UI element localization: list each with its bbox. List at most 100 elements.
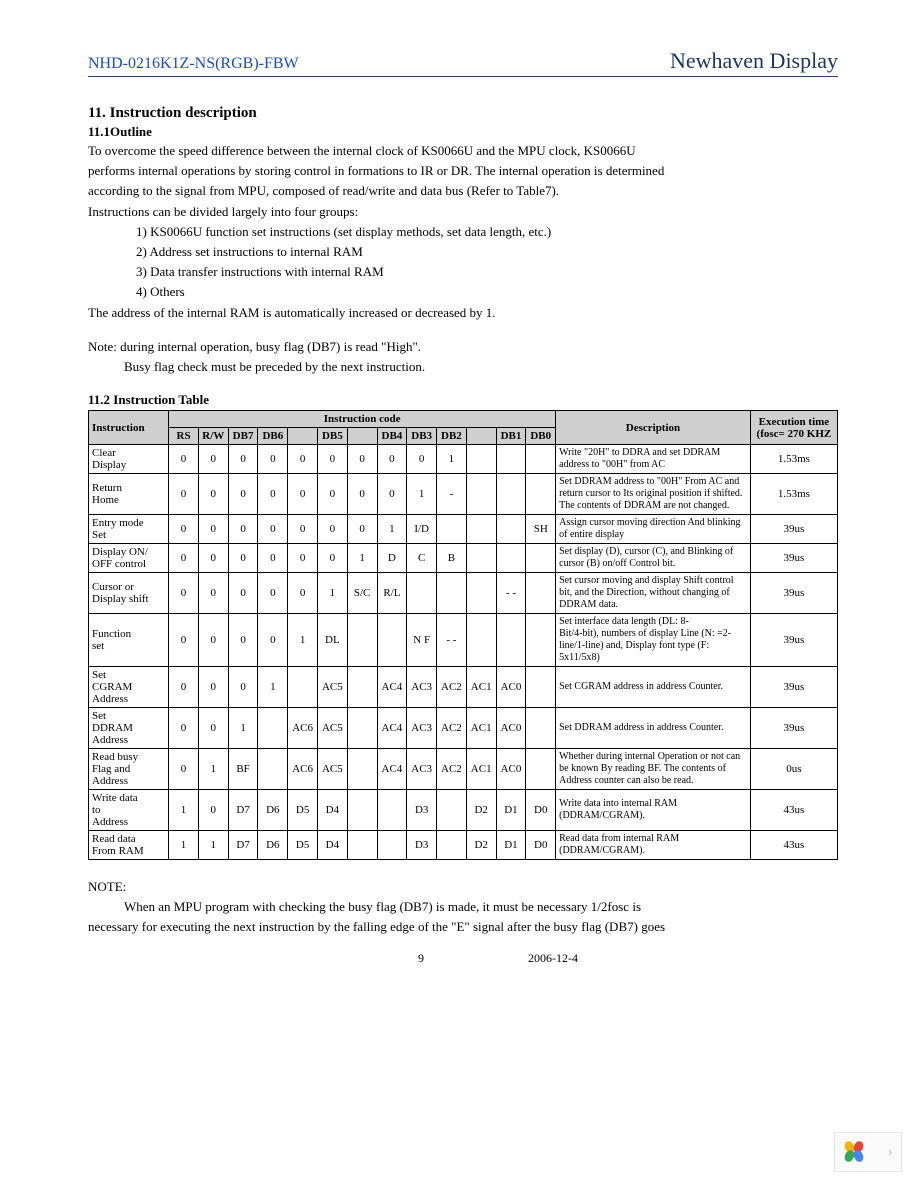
- outline-para-3: Instructions can be divided largely into…: [88, 203, 838, 221]
- cell-code: D3: [407, 831, 437, 860]
- th-gap2: [347, 428, 377, 445]
- table-row: Functionset00001DLN F- -Set interface da…: [89, 614, 838, 667]
- cell-code: D7: [228, 831, 258, 860]
- cell-exec-time: 39us: [750, 614, 837, 667]
- cell-code: 0: [169, 749, 199, 790]
- instruction-table-wrap: Instruction Instruction code Description…: [88, 410, 838, 860]
- cell-code: 1: [169, 831, 199, 860]
- cell-code: B: [437, 544, 467, 573]
- cell-code: 1: [198, 749, 228, 790]
- cell-exec-time: 39us: [750, 544, 837, 573]
- table-row: Write datatoAddress10D7D6D5D4D3D2D1D0Wri…: [89, 790, 838, 831]
- instruction-table: Instruction Instruction code Description…: [88, 410, 838, 860]
- cell-code: [526, 749, 556, 790]
- cell-code: D2: [466, 831, 496, 860]
- cell-code: AC2: [437, 749, 467, 790]
- cell-code: 1: [198, 831, 228, 860]
- cell-code: [347, 749, 377, 790]
- table-row: SetDDRAMAddress001AC6AC5AC4AC3AC2AC1AC0S…: [89, 708, 838, 749]
- cell-code: I/D: [407, 515, 437, 544]
- cell-code: 1: [288, 614, 318, 667]
- cell-description: Set DDRAM address to "00H" From AC and r…: [556, 474, 751, 515]
- cell-code: 0: [198, 544, 228, 573]
- cell-code: AC4: [377, 708, 407, 749]
- page: NHD-0216K1Z-NS(RGB)-FBW Newhaven Display…: [0, 0, 918, 996]
- cell-code: [377, 790, 407, 831]
- cell-code: 0: [347, 515, 377, 544]
- cell-code: DL: [317, 614, 347, 667]
- nav-widget[interactable]: ›: [834, 1132, 902, 1172]
- cell-code: D7: [228, 790, 258, 831]
- cell-code: AC6: [288, 749, 318, 790]
- cell-code: AC4: [377, 667, 407, 708]
- cell-instruction: SetCGRAMAddress: [89, 667, 169, 708]
- cell-code: 1: [228, 708, 258, 749]
- cell-code: [377, 614, 407, 667]
- cell-description: Assign cursor moving direction And blink…: [556, 515, 751, 544]
- cell-code: AC5: [317, 667, 347, 708]
- cell-code: 0: [169, 573, 199, 614]
- cell-code: 0: [288, 474, 318, 515]
- cell-code: [526, 544, 556, 573]
- cell-code: AC3: [407, 667, 437, 708]
- table-row: Read busyFlag andAddress01BFAC6AC5AC4AC3…: [89, 749, 838, 790]
- cell-code: 0: [258, 474, 288, 515]
- group-list: 1) KS0066U function set instructions (se…: [136, 223, 838, 302]
- list-item-4: 4) Others: [136, 283, 838, 301]
- outline-title: 11.1Outline: [88, 124, 838, 140]
- footer-note-line-0: When an MPU program with checking the bu…: [88, 898, 838, 916]
- cell-code: 0: [198, 474, 228, 515]
- th-gap3: [466, 428, 496, 445]
- cell-code: 1: [258, 667, 288, 708]
- cell-code: D2: [466, 790, 496, 831]
- cell-code: [526, 614, 556, 667]
- th-exec: Execution time (fosc= 270 KHZ: [750, 411, 837, 445]
- cell-code: [347, 667, 377, 708]
- list-item-1: 1) KS0066U function set instructions (se…: [136, 223, 838, 241]
- th-db6: DB6: [258, 428, 288, 445]
- cell-code: SH: [526, 515, 556, 544]
- cell-code: [437, 515, 467, 544]
- cell-exec-time: 0us: [750, 749, 837, 790]
- cell-code: [466, 573, 496, 614]
- cell-code: 0: [169, 515, 199, 544]
- cell-code: 0: [169, 614, 199, 667]
- th-instruction: Instruction: [89, 411, 169, 445]
- cell-code: [347, 614, 377, 667]
- cell-code: [347, 708, 377, 749]
- cell-code: 0: [258, 573, 288, 614]
- cell-code: [347, 790, 377, 831]
- cell-code: [466, 445, 496, 474]
- cell-code: D4: [317, 831, 347, 860]
- cell-code: 1: [317, 573, 347, 614]
- cell-code: AC5: [317, 749, 347, 790]
- table-title: 11.2 Instruction Table: [88, 392, 838, 408]
- page-header: NHD-0216K1Z-NS(RGB)-FBW Newhaven Display: [88, 48, 838, 77]
- cell-instruction: Read dataFrom RAM: [89, 831, 169, 860]
- cell-code: AC3: [407, 708, 437, 749]
- cell-code: 1: [377, 515, 407, 544]
- cell-instruction: ClearDisplay: [89, 445, 169, 474]
- cell-instruction: Display ON/OFF control: [89, 544, 169, 573]
- cell-code: [258, 749, 288, 790]
- cell-code: AC2: [437, 708, 467, 749]
- cell-exec-time: 1.53ms: [750, 474, 837, 515]
- cell-code: 0: [228, 573, 258, 614]
- cell-code: 0: [258, 445, 288, 474]
- table-body: ClearDisplay0000000001Write "20H" to DDR…: [89, 445, 838, 860]
- th-gap1: [288, 428, 318, 445]
- chevron-right-icon[interactable]: ›: [888, 1143, 893, 1161]
- cell-code: 0: [169, 445, 199, 474]
- petal-4: [852, 1149, 865, 1164]
- cell-code: 0: [198, 573, 228, 614]
- cell-code: D5: [288, 831, 318, 860]
- cell-code: 0: [198, 445, 228, 474]
- table-row: Entry modeSet00000001I/DSHAssign cursor …: [89, 515, 838, 544]
- cell-code: 1: [407, 474, 437, 515]
- cell-description: Set display (D), cursor (C), and Blinkin…: [556, 544, 751, 573]
- table-row: Cursor orDisplay shift000001S/CR/L- -Set…: [89, 573, 838, 614]
- header-part-number: NHD-0216K1Z-NS(RGB)-FBW: [88, 55, 299, 73]
- cell-description: Read data from internal RAM (DDRAM/CGRAM…: [556, 831, 751, 860]
- cell-code: [347, 831, 377, 860]
- cell-exec-time: 43us: [750, 790, 837, 831]
